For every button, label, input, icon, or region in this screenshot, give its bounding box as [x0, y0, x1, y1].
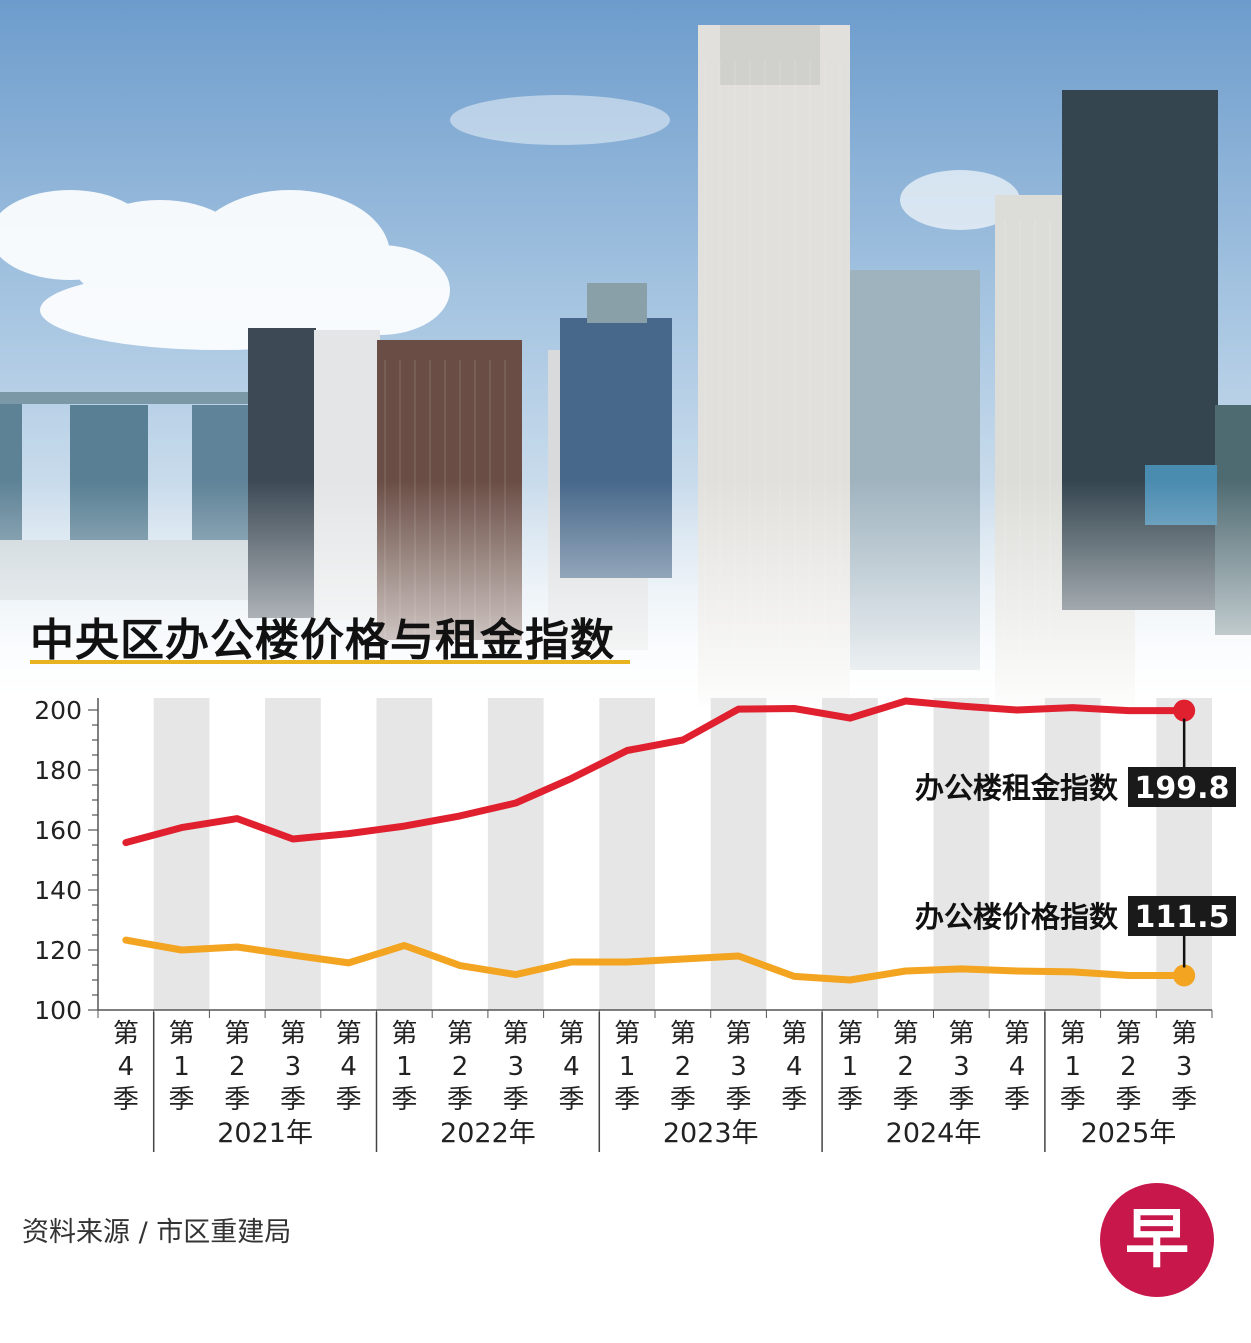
y-tick-label: 120	[34, 936, 82, 965]
x-tick-label: 4	[563, 1052, 580, 1082]
x-tick-label: 季	[224, 1085, 250, 1115]
x-tick-label: 季	[558, 1085, 584, 1115]
x-tick-label: 第	[391, 1019, 417, 1049]
x-tick-label: 季	[670, 1085, 696, 1115]
rent-index-line	[122, 697, 1188, 847]
x-tick-label: 2	[229, 1052, 246, 1082]
x-tick-label: 4	[118, 1052, 135, 1082]
x-tick-label: 季	[1171, 1085, 1197, 1115]
year-label: 2025年	[1081, 1118, 1177, 1149]
year-label: 2024年	[886, 1118, 982, 1149]
x-tick-label: 2	[1120, 1052, 1137, 1082]
x-tick-label: 3	[1176, 1052, 1193, 1082]
y-tick-label: 100	[34, 996, 82, 1025]
column-band	[822, 698, 878, 1010]
x-tick-label: 第	[503, 1019, 529, 1049]
value-label-box	[1128, 896, 1236, 936]
x-tick-label: 第	[558, 1019, 584, 1049]
series-name-label: 办公楼租金指数	[915, 771, 1119, 805]
x-tick-label: 季	[726, 1085, 752, 1115]
publication-logo: 早	[1100, 1183, 1214, 1297]
x-tick-label: 3	[285, 1052, 302, 1082]
x-tick-label: 4	[786, 1052, 803, 1082]
x-tick-label: 第	[447, 1019, 473, 1049]
x-tick-label: 第	[280, 1019, 306, 1049]
x-tick-label: 季	[503, 1085, 529, 1115]
x-tick-label: 1	[619, 1052, 636, 1082]
series-name-label: 办公楼价格指数	[915, 900, 1119, 934]
x-tick-label: 第	[614, 1019, 640, 1049]
x-tick-label: 季	[781, 1085, 807, 1115]
x-tick-label: 4	[1009, 1052, 1026, 1082]
x-tick-label: 4	[340, 1052, 357, 1082]
x-tick-label: 第	[670, 1019, 696, 1049]
x-tick-label: 3	[507, 1052, 524, 1082]
x-tick-label: 季	[391, 1085, 417, 1115]
source-note: 资料来源 / 市区重建局	[22, 1217, 292, 1248]
column-band	[487, 698, 544, 1010]
x-tick-label: 3	[730, 1052, 747, 1082]
x-tick-label: 第	[1171, 1019, 1197, 1049]
x-tick-label: 第	[893, 1019, 919, 1049]
column-band	[376, 698, 433, 1010]
rent-end-marker	[1173, 699, 1196, 722]
column-band	[153, 698, 210, 1010]
x-tick-label: 3	[953, 1052, 970, 1082]
x-tick-label: 第	[113, 1019, 139, 1049]
skyline-background	[0, 0, 1251, 720]
x-tick-label: 2	[675, 1052, 692, 1082]
x-tick-label: 季	[169, 1085, 195, 1115]
column-band	[265, 698, 321, 1010]
price-end-marker	[1173, 964, 1196, 987]
x-tick-label: 季	[1060, 1085, 1086, 1115]
x-tick-label: 第	[169, 1019, 195, 1049]
x-tick-label: 第	[1115, 1019, 1141, 1049]
price-index-line	[122, 936, 1188, 984]
column-band	[933, 698, 990, 1010]
x-tick-label: 2	[452, 1052, 469, 1082]
x-tick-label: 1	[396, 1052, 413, 1082]
x-tick-label: 季	[113, 1085, 139, 1115]
x-tick-label: 1	[1064, 1052, 1081, 1082]
column-band	[1044, 698, 1101, 1010]
y-tick-label: 180	[34, 756, 82, 785]
value-label: 111.5	[1135, 900, 1230, 935]
x-tick-label: 季	[447, 1085, 473, 1115]
x-tick-label: 第	[336, 1019, 362, 1049]
year-label: 2022年	[440, 1118, 536, 1149]
y-tick-label: 140	[34, 876, 82, 905]
value-label-box	[1128, 767, 1236, 807]
x-tick-label: 第	[948, 1019, 974, 1049]
y-tick-label: 160	[34, 816, 82, 845]
x-tick-label: 第	[1060, 1019, 1086, 1049]
x-tick-label: 第	[224, 1019, 250, 1049]
x-tick-label: 季	[1004, 1085, 1030, 1115]
x-tick-label: 季	[614, 1085, 640, 1115]
year-label: 2023年	[663, 1118, 759, 1149]
chart-title: 中央区办公楼价格与租金指数	[30, 615, 615, 666]
x-tick-label: 1	[842, 1052, 859, 1082]
x-tick-label: 季	[837, 1085, 863, 1115]
x-tick-label: 2	[897, 1052, 914, 1082]
x-tick-label: 季	[948, 1085, 974, 1115]
x-tick-label: 第	[837, 1019, 863, 1049]
y-tick-label: 200	[34, 696, 82, 725]
x-tick-label: 季	[1115, 1085, 1141, 1115]
x-tick-label: 季	[280, 1085, 306, 1115]
x-tick-label: 第	[781, 1019, 807, 1049]
x-tick-label: 第	[1004, 1019, 1030, 1049]
year-label: 2021年	[217, 1118, 313, 1149]
value-label: 199.8	[1135, 771, 1230, 806]
title-underline	[30, 660, 630, 664]
x-tick-label: 第	[726, 1019, 752, 1049]
x-tick-label: 1	[173, 1052, 190, 1082]
x-tick-label: 季	[893, 1085, 919, 1115]
x-tick-label: 季	[336, 1085, 362, 1115]
